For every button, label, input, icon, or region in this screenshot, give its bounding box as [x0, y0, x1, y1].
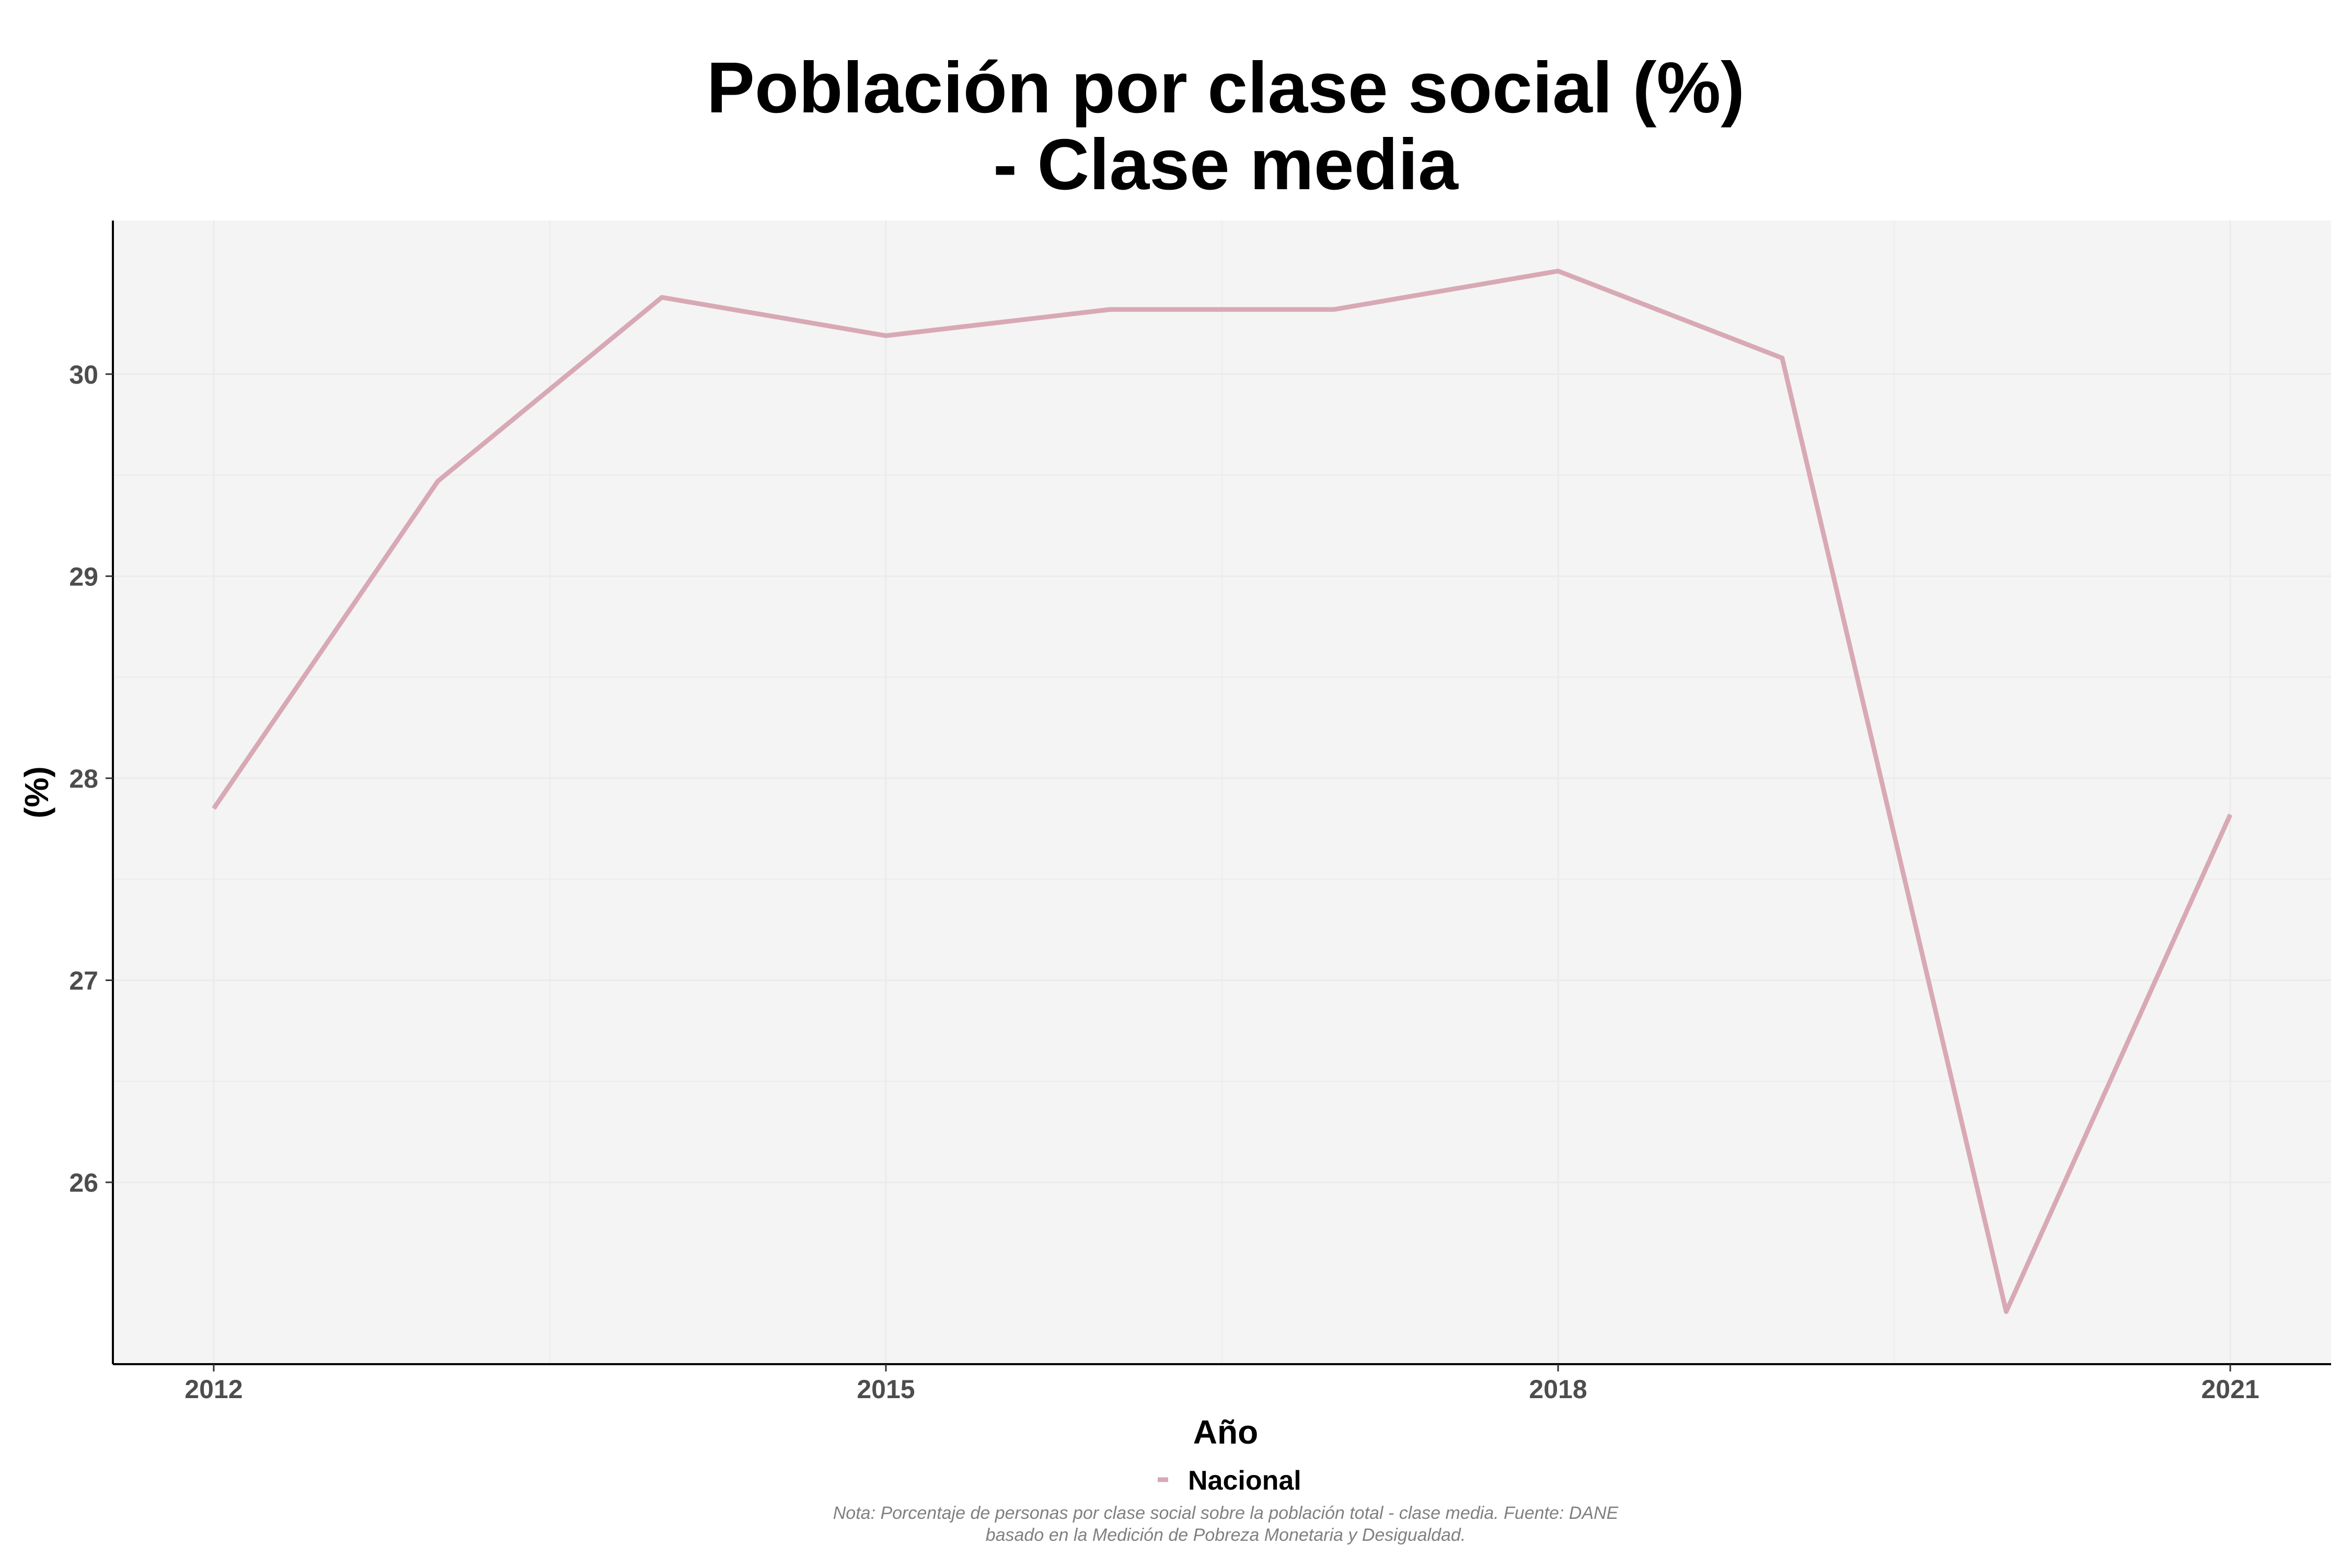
- note-line-2: basado en la Medición de Pobreza Monetar…: [986, 1525, 1466, 1545]
- y-axis-ticks: 26 27 28 29 30: [69, 360, 113, 1197]
- grid-lines: [113, 221, 2331, 1364]
- y-tick-label: 29: [69, 562, 98, 591]
- y-axis-title: (%): [18, 766, 55, 818]
- x-tick-label: 2018: [1529, 1375, 1587, 1404]
- y-tick-label: 26: [69, 1168, 98, 1197]
- legend: Nacional: [1158, 1466, 1301, 1496]
- y-tick-label: 28: [69, 764, 98, 793]
- x-axis-title: Año: [1193, 1413, 1258, 1451]
- series-layer: [212, 269, 2233, 1314]
- legend-label-nacional: Nacional: [1188, 1466, 1301, 1496]
- series-line-nacional: [212, 269, 2233, 1314]
- x-tick-label: 2015: [857, 1375, 915, 1404]
- note-line-1: Nota: Porcentaje de personas por clase s…: [833, 1503, 1619, 1523]
- x-axis-ticks: 2012 2015 2018 2021: [185, 1364, 2259, 1404]
- y-tick-label: 27: [69, 966, 98, 996]
- x-tick-label: 2021: [2201, 1375, 2259, 1404]
- x-tick-label: 2012: [185, 1375, 243, 1404]
- chart-title-line-1: Población por clase social (%): [707, 48, 1745, 128]
- chart-title-line-2: - Clase media: [993, 124, 1459, 205]
- y-tick-label: 30: [69, 360, 98, 389]
